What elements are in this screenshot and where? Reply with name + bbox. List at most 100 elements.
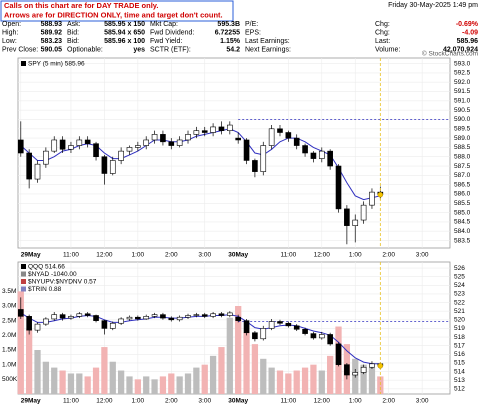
x-tick-label: 2:00 xyxy=(382,398,395,405)
candle-body xyxy=(109,322,116,329)
volume-bar xyxy=(51,367,58,394)
candle-body xyxy=(260,145,267,172)
candle-body xyxy=(160,134,166,143)
y-tick-label: 526 xyxy=(454,265,465,272)
y-tick-label: 590.5 xyxy=(454,107,471,114)
candle-body xyxy=(84,313,91,316)
quote-value: Last: xyxy=(375,38,390,45)
candle-body xyxy=(310,333,317,339)
quote-value: 590.05 xyxy=(41,47,63,54)
x-tick-label: 3:00 xyxy=(416,252,429,259)
volume-bar xyxy=(310,364,317,394)
volume-bar xyxy=(243,332,250,394)
candle-body xyxy=(344,364,350,376)
candle-body xyxy=(26,152,32,180)
candle-body xyxy=(210,313,216,317)
legend-text: $NYAD -1040.00 xyxy=(28,271,77,278)
y-tick-label: 589.0 xyxy=(454,135,471,142)
candle-body xyxy=(243,320,250,334)
volume-bar xyxy=(42,361,50,394)
volume-tick-label: 1.5M xyxy=(2,347,16,354)
candle-body xyxy=(235,316,241,321)
y-tick-label: 584.0 xyxy=(454,228,471,235)
candle-body xyxy=(268,321,275,329)
x-tick-label: 12:00 xyxy=(96,398,113,405)
volume-bar xyxy=(260,358,267,394)
x-tick-label: 12:00 xyxy=(314,252,331,259)
candle-body xyxy=(84,139,91,144)
candle-body xyxy=(185,134,191,141)
x-tick-label: 1:00 xyxy=(132,398,145,405)
candle-body xyxy=(101,156,108,174)
x-tick-label: 29May xyxy=(21,252,41,259)
quote-label: EPS: xyxy=(245,29,261,36)
quote-value: yes xyxy=(133,47,145,54)
quote-value: Chg: xyxy=(375,29,390,36)
candle-body xyxy=(76,139,83,146)
quote-value: Chg: xyxy=(375,21,390,28)
y-tick-label: 515 xyxy=(454,360,465,367)
volume-bar xyxy=(318,370,325,394)
quote-value: 585.94 x 650 xyxy=(104,29,145,36)
candle-body xyxy=(327,150,333,167)
candle-body xyxy=(352,372,359,376)
legend-swatch xyxy=(21,286,26,292)
last-price-marker xyxy=(377,191,384,198)
y-tick-label: 521 xyxy=(454,308,465,315)
candle-body xyxy=(151,134,158,141)
quote-label: -0.69% xyxy=(456,21,479,28)
quote-value: 1.15% xyxy=(220,38,241,45)
volume-bar xyxy=(17,291,24,394)
y-tick-label: 583.5 xyxy=(454,237,471,244)
candle-body xyxy=(352,219,359,226)
legend-swatch xyxy=(21,61,26,66)
quote-value: 585.95 x 150 xyxy=(104,21,145,28)
quote-value: 588.93 xyxy=(41,21,63,28)
y-tick-label: 512 xyxy=(454,386,465,393)
y-tick-label: 591.5 xyxy=(454,88,471,95)
quote-label: -4.09 xyxy=(462,29,478,36)
plot-area xyxy=(17,261,451,395)
candle-body xyxy=(218,313,225,316)
legend-swatch xyxy=(21,279,26,284)
candle-body xyxy=(227,312,233,316)
x-tick-label: 3:00 xyxy=(416,398,429,405)
quote-label: Bid: xyxy=(67,38,79,45)
candle-body xyxy=(335,343,342,365)
candle-body xyxy=(176,316,183,321)
candle-body xyxy=(318,334,325,339)
candle-body xyxy=(59,314,66,319)
candle-body xyxy=(118,150,124,161)
y-tick-label: 519 xyxy=(454,325,465,332)
x-tick-label: 12:00 xyxy=(96,252,113,259)
x-tick-label: 11:00 xyxy=(280,398,296,405)
candle-body xyxy=(268,128,275,146)
volume-bar xyxy=(327,355,334,394)
candle-body xyxy=(17,309,24,317)
volume-bar xyxy=(101,347,108,394)
volume-bar xyxy=(293,370,300,394)
candle-body xyxy=(277,128,283,133)
candle-body xyxy=(151,314,158,317)
y-tick-label: 586.0 xyxy=(454,191,471,198)
candle-body xyxy=(302,145,308,154)
quote-label: 42,070,924 xyxy=(443,47,478,54)
y-tick-label: 516 xyxy=(454,351,465,358)
y-tick-label: 587.0 xyxy=(454,172,471,179)
volume-tick-label: 1.0M xyxy=(2,361,16,368)
volume-bar xyxy=(377,376,384,394)
quote-label: High: xyxy=(2,29,18,36)
candle-body xyxy=(369,363,375,368)
volume-bar xyxy=(67,373,75,394)
candle-body xyxy=(302,328,308,334)
candle-body xyxy=(210,126,216,133)
candle-body xyxy=(344,208,350,226)
quote-value: 54.2 xyxy=(226,47,240,54)
quote-label: Last Earnings: xyxy=(245,38,290,45)
credit: © StockCharts.com xyxy=(422,50,478,58)
volume-bar xyxy=(76,373,83,394)
quote-label: P/E: xyxy=(245,21,258,28)
volume-tick-label: 500K xyxy=(2,376,18,383)
y-tick-label: 590.0 xyxy=(454,116,471,123)
volume-bar xyxy=(285,373,292,394)
